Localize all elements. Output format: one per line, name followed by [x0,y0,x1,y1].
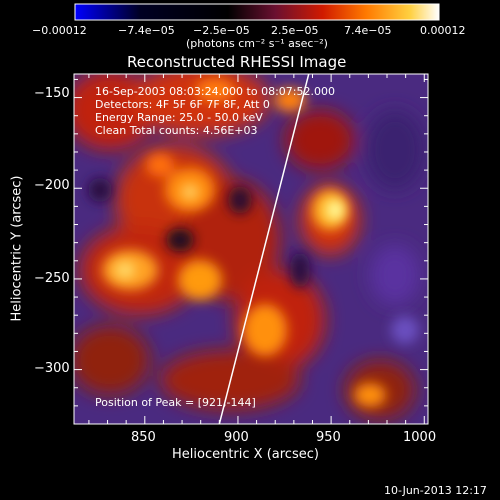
colorbar-tick-2: −2.5e−05 [193,24,250,37]
colorbar-tick-1: −7.4e−05 [118,24,175,37]
solar-limb-line [218,74,310,424]
colorbar-tick-0: −0.00012 [32,24,87,37]
timestamp: 10-Jun-2013 12:17 [384,484,487,497]
y-tick-m300: −300 [34,361,70,376]
image-title: Reconstructed RHESSI Image [127,53,347,71]
colorbar-units: (photons cm⁻² s⁻¹ asec⁻²) [186,37,328,50]
y-tick-m200: −200 [34,178,70,193]
image-dark-holes [88,178,419,344]
info-line-0: 16-Sep-2003 08:03:24.000 to 08:07:52.000 [95,85,335,98]
x-axis-label: Heliocentric X (arcsec) [172,447,319,462]
x-tick-1000: 1000 [403,430,437,445]
colorbar-tick-4: 7.4e−05 [344,24,392,37]
y-axis-label: Heliocentric Y (arcsec) [9,175,25,322]
x-tick-950: 950 [316,430,341,445]
colorbar-tick-5: 0.00012 [420,24,466,37]
colorbar [74,3,440,21]
colorbar-tick-3: 2.5e−05 [271,24,319,37]
peak-position-text: Position of Peak = [921,-144] [95,396,256,409]
y-tick-m250: −250 [34,271,70,286]
plot-frame [73,73,429,425]
image-blobs-peak [115,184,344,278]
colorbar-gradient [74,3,440,21]
axis-ticks [74,74,428,425]
rhessi-image [74,74,428,424]
y-tick-m150: −150 [34,86,70,101]
x-tick-850: 850 [131,430,156,445]
x-tick-900: 900 [224,430,249,445]
info-line-2: Energy Range: 25.0 - 50.0 keV [95,111,263,124]
info-line-3: Clean Total counts: 4.56E+03 [95,124,258,137]
info-line-1: Detectors: 4F 5F 6F 7F 8F, Att 0 [95,98,270,111]
